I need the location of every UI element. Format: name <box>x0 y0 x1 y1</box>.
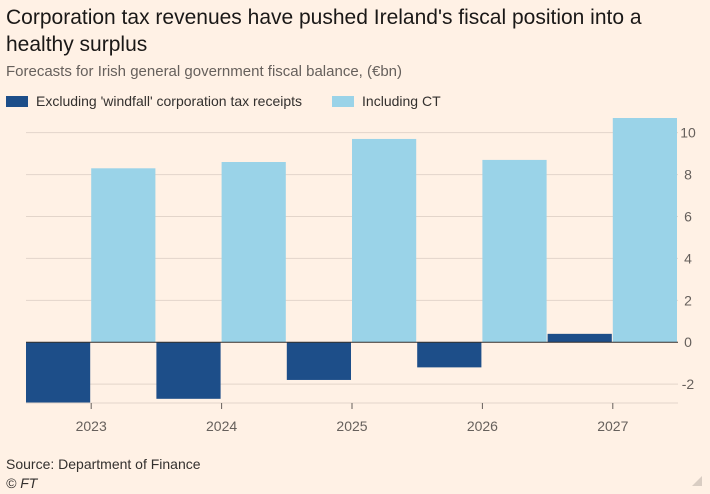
bar-excluding-2024 <box>156 342 221 399</box>
y-tick-label: 2 <box>684 292 692 308</box>
chart-title: Corporation tax revenues have pushed Ire… <box>6 6 642 56</box>
y-tick-label: 4 <box>684 250 692 266</box>
x-tick-label-2024: 2024 <box>206 418 237 434</box>
legend-label-excluding: Excluding 'windfall' corporation tax rec… <box>36 93 303 109</box>
legend-item-excluding: Excluding 'windfall' corporation tax rec… <box>6 93 302 109</box>
bar-including-2023 <box>91 168 156 343</box>
source-note: Source: Department of Finance <box>6 456 201 472</box>
bar-including-2026 <box>482 159 547 343</box>
x-tick-label-2026: 2026 <box>467 418 498 434</box>
legend-swatch-including <box>332 95 355 107</box>
legend-label-including: Including CT <box>362 93 441 109</box>
legend-item-including: Including CT <box>332 93 441 109</box>
bar-including-2025 <box>352 138 417 343</box>
bar-including-2024 <box>221 162 286 343</box>
y-tick-label: 10 <box>680 125 696 141</box>
bar-excluding-2023 <box>26 342 91 403</box>
resize-corner-icon <box>692 476 702 486</box>
y-tick-label: -2 <box>682 376 695 392</box>
legend: Excluding 'windfall' corporation tax rec… <box>6 93 471 109</box>
bar-including-2027 <box>612 118 677 343</box>
bar-excluding-2025 <box>286 342 351 380</box>
x-tick-label-2027: 2027 <box>597 418 628 434</box>
legend-swatch-excluding <box>6 95 28 107</box>
x-tick-label-2023: 2023 <box>76 418 107 434</box>
bar-excluding-2027 <box>547 333 612 343</box>
copyright-note: © FT <box>6 475 38 491</box>
bar-excluding-2026 <box>417 342 482 368</box>
chart-subtitle: Forecasts for Irish general government f… <box>6 63 403 80</box>
y-tick-label: 0 <box>684 334 692 350</box>
x-tick-label-2025: 2025 <box>336 418 367 434</box>
y-tick-label: 6 <box>684 208 692 224</box>
y-tick-label: 8 <box>684 167 692 183</box>
